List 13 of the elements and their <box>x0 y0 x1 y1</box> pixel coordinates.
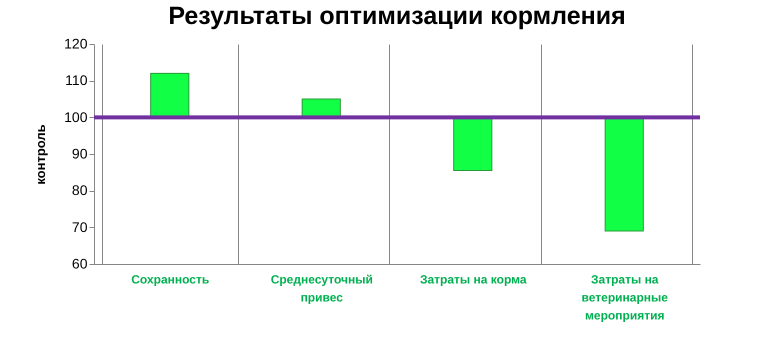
chart-title: Результаты оптимизации кормления <box>168 2 626 30</box>
x-tick-label: Среднесуточный привес <box>270 272 373 304</box>
y-tick-label: 70 <box>72 218 88 235</box>
x-tick-label: Затраты на ветеринарные мероприятия <box>582 272 668 322</box>
y-tick-label: 60 <box>72 256 88 272</box>
y-tick-label: 80 <box>72 182 88 198</box>
y-axis-title: контроль <box>33 124 48 185</box>
y-tick-label: 120 <box>64 36 88 52</box>
x-tick-label: Затраты на корма <box>420 272 527 286</box>
y-tick-label: 100 <box>64 108 88 125</box>
y-tick-label: 90 <box>72 146 88 162</box>
x-tick-label: Сохранность <box>131 272 210 286</box>
y-tick-label: 110 <box>65 72 88 88</box>
